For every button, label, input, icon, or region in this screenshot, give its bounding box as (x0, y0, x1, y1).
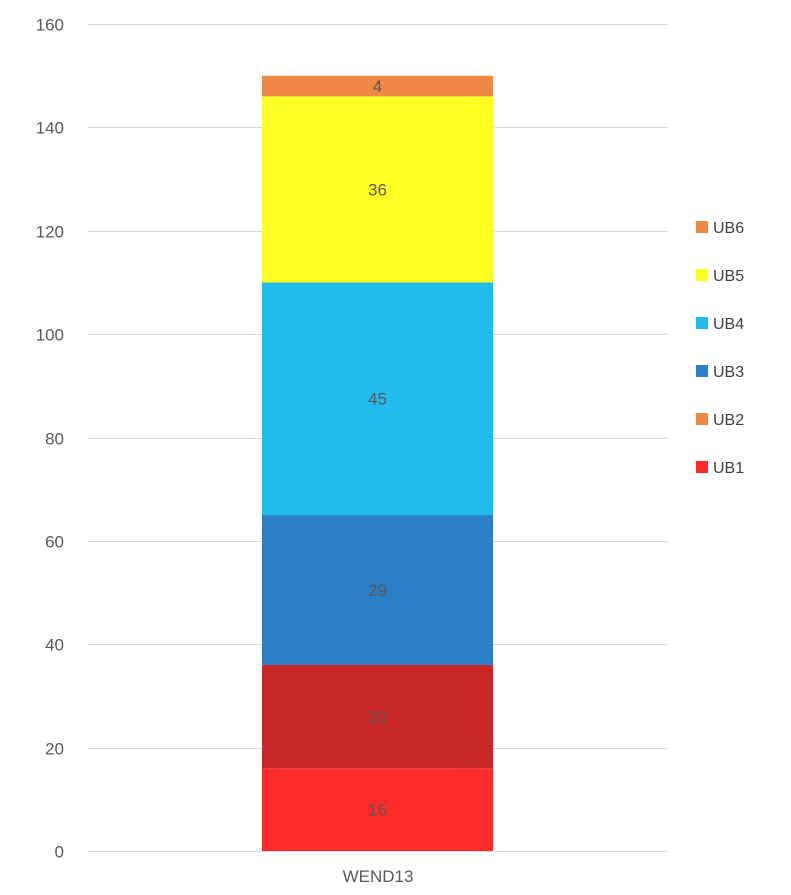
data-labels: 16 20 29 45 36 4 (368, 77, 387, 820)
legend-label-ub4: UB4 (713, 316, 744, 333)
y-tick-label-160: 160 (36, 16, 64, 35)
data-label-ub2: 20 (368, 708, 387, 727)
legend-swatch-ub6 (696, 221, 708, 233)
y-tick-label-60: 60 (45, 533, 64, 552)
bar-segment-ub6 (262, 75, 493, 97)
legend-label-ub2: UB2 (713, 412, 744, 429)
x-category-label: WEND13 (343, 867, 414, 886)
legend-label-ub5: UB5 (713, 268, 744, 285)
x-axis-category-labels: WEND13 (343, 867, 414, 886)
data-label-ub6: 4 (373, 77, 382, 96)
legend-swatch-ub1 (696, 461, 708, 473)
bar-segments (262, 75, 493, 851)
legend-label-ub1: UB1 (713, 460, 744, 477)
legend-swatch-ub4 (696, 317, 708, 329)
bar-segment-ub5 (262, 96, 493, 283)
y-tick-label-140: 140 (36, 119, 64, 138)
data-label-ub1: 16 (368, 801, 387, 820)
legend-label-ub6: UB6 (713, 220, 744, 237)
bar-segment-ub3 (262, 515, 493, 665)
y-tick-label-120: 120 (36, 223, 64, 242)
legend-swatch-ub3 (696, 365, 708, 377)
y-tick-label-20: 20 (45, 740, 64, 759)
y-tick-label-40: 40 (45, 636, 64, 655)
legend-swatch-ub2 (696, 413, 708, 425)
data-label-ub4: 45 (368, 390, 387, 409)
bar-segment-ub1 (262, 768, 493, 851)
y-tick-label-0: 0 (55, 843, 64, 862)
y-tick-label-80: 80 (45, 430, 64, 449)
y-axis-tick-labels: 0 20 40 60 80 100 120 140 160 (36, 16, 64, 862)
bar-segment-ub2 (262, 664, 493, 769)
legend-swatch-ub5 (696, 269, 708, 281)
legend: UB6 UB5 UB4 UB3 UB2 UB1 (696, 220, 744, 477)
data-label-ub3: 29 (368, 581, 387, 600)
y-tick-label-100: 100 (36, 326, 64, 345)
legend-label-ub3: UB3 (713, 364, 744, 381)
bar-segment-ub4 (262, 282, 493, 516)
data-label-ub5: 36 (368, 180, 387, 199)
